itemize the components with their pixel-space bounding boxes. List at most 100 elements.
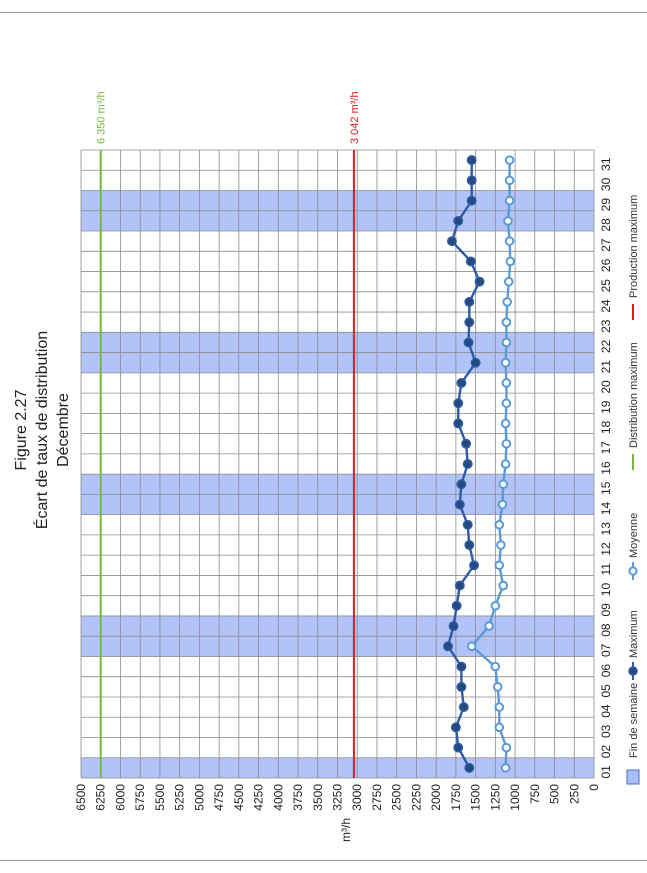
category-tick-label: 07 <box>599 643 613 657</box>
data-point <box>500 459 511 469</box>
data-point <box>458 702 469 713</box>
value-tick-label: 6500 <box>74 784 88 811</box>
value-tick-label: 6250 <box>94 784 108 811</box>
title-line: Figure 2.27 <box>13 389 30 470</box>
data-point <box>501 742 512 753</box>
legend-marker <box>628 666 638 676</box>
value-tick-label: 4000 <box>271 784 285 811</box>
value-tick-label: 3750 <box>291 784 305 811</box>
legend: Fin de semaine Maximum Moyenne Distribution… <box>626 195 640 785</box>
data-point <box>494 702 505 712</box>
data-point <box>453 215 464 226</box>
top-border <box>0 12 647 13</box>
data-point <box>453 418 464 429</box>
category-tick-label: 05 <box>599 684 613 698</box>
value-tick-label: 5000 <box>192 784 206 811</box>
value-tick-label: 3000 <box>350 784 364 811</box>
axis-label: m³/h <box>339 818 353 842</box>
value-tick-label: 2500 <box>390 784 404 811</box>
title-line: Décembre <box>55 393 72 467</box>
value-tick-label: 4750 <box>212 784 226 811</box>
category-tick-label: 17 <box>599 441 613 455</box>
category-tick-label: 01 <box>599 765 613 779</box>
data-point <box>501 378 512 388</box>
data-point <box>469 560 479 571</box>
data-point <box>503 216 513 226</box>
data-point <box>466 155 477 166</box>
legend-label: Maximum <box>628 610 640 658</box>
category-tick-label: 16 <box>599 461 613 475</box>
data-point <box>502 297 512 307</box>
data-point <box>464 762 475 773</box>
data-point <box>470 357 481 368</box>
value-tick-label: 3500 <box>311 784 325 811</box>
category-tick-label: 11 <box>599 563 613 576</box>
legend-swatch <box>626 769 640 785</box>
data-point <box>504 236 515 246</box>
category-tick-label: 29 <box>599 198 613 212</box>
value-tick-label: 0 <box>587 784 601 791</box>
data-point <box>494 722 505 733</box>
category-tick-label: 18 <box>599 420 613 434</box>
series <box>443 155 516 773</box>
category-tick-label: 28 <box>599 218 613 232</box>
data-point <box>500 418 511 429</box>
value-tick-label: 250 <box>567 784 581 804</box>
data-point <box>484 621 494 631</box>
data-point <box>504 175 515 186</box>
data-point <box>466 195 477 206</box>
data-point <box>456 479 467 490</box>
data-point <box>465 256 476 267</box>
category-tick-label: 08 <box>599 623 613 637</box>
value-tick-label: 1000 <box>508 784 522 811</box>
data-point <box>461 438 472 449</box>
tick-labels: 0 250 500 750 1000 1250 1500 1750 2000 2250 2500 27… <box>74 157 613 842</box>
legend-marker <box>628 566 638 576</box>
reference-label: 3 042 m³/h <box>349 91 361 144</box>
data-point <box>463 337 474 348</box>
category-tick-label: 14 <box>599 502 613 516</box>
data-point <box>504 155 515 165</box>
category-tick-label: 15 <box>599 481 613 495</box>
data-point <box>451 600 462 611</box>
value-tick-label: 2750 <box>370 784 384 811</box>
category-tick-label: 10 <box>599 583 613 597</box>
category-tick-label: 09 <box>599 603 613 617</box>
value-tick-label: 5750 <box>133 784 147 811</box>
legend-label: Distribution maximum <box>628 342 640 448</box>
data-point <box>446 236 457 247</box>
category-tick-label: 04 <box>599 704 613 718</box>
value-tick-label: 500 <box>548 784 562 804</box>
data-point <box>474 276 485 287</box>
category-tick-label: 13 <box>599 522 613 536</box>
data-point <box>450 722 461 733</box>
data-point <box>464 317 475 328</box>
data-point <box>505 256 516 267</box>
category-tick-label: 20 <box>599 380 613 394</box>
data-point <box>492 682 503 692</box>
value-tick-label: 750 <box>528 784 542 804</box>
value-tick-label: 1250 <box>488 784 502 811</box>
data-point <box>494 560 505 571</box>
category-tick-label: 03 <box>599 724 613 738</box>
value-tick-label: 5500 <box>153 784 167 811</box>
category-tick-label: 27 <box>599 238 613 252</box>
data-point <box>501 438 512 449</box>
data-point <box>496 540 506 550</box>
category-tick-label: 02 <box>599 745 613 759</box>
data-point <box>464 296 475 307</box>
value-tick-label: 5250 <box>173 784 187 811</box>
category-tick-label: 06 <box>599 664 613 678</box>
legend-label: Production maximum <box>628 195 640 298</box>
data-point <box>501 317 512 327</box>
reference-lines: 6 350 m³/h 3 042 m³/h <box>96 91 361 778</box>
category-tick-label: 31 <box>599 157 613 171</box>
value-tick-label: 2250 <box>409 784 423 811</box>
category-tick-label: 23 <box>599 319 613 333</box>
data-point <box>490 601 501 611</box>
data-point <box>462 519 473 530</box>
data-point <box>443 641 453 652</box>
grid <box>80 149 595 779</box>
title-line: Écart de taux de distribution <box>32 331 51 529</box>
